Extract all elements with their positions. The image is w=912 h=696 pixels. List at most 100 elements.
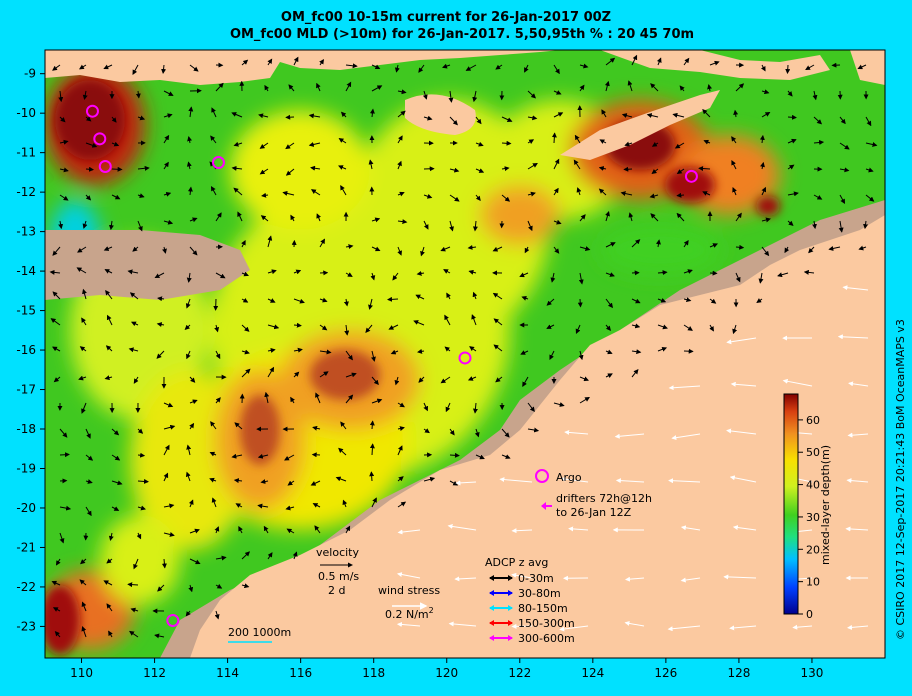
current-vector: [234, 422, 243, 430]
current-vector: [493, 318, 503, 326]
current-vector: [163, 161, 169, 170]
current-vector: [392, 272, 399, 281]
current-vector: [761, 246, 770, 257]
current-vector: [185, 471, 191, 482]
current-vector: [397, 402, 405, 408]
current-vector: [345, 394, 354, 404]
current-vector: [132, 246, 139, 252]
bathymetry-legend-label: 200 1000m: [228, 626, 291, 639]
current-vector: [397, 426, 405, 431]
wind-vector: [448, 621, 477, 627]
current-vector: [553, 64, 560, 75]
current-vector: [231, 112, 243, 118]
current-vector: [449, 116, 458, 126]
current-vector: [59, 139, 69, 145]
current-vectors: [49, 54, 878, 639]
current-vector: [76, 267, 87, 274]
wind-vector: [842, 285, 869, 291]
current-vector: [343, 298, 349, 307]
current-vector: [865, 116, 872, 127]
current-vector: [493, 344, 503, 352]
current-vector: [285, 168, 295, 176]
current-vector: [787, 138, 797, 144]
current-vector: [371, 246, 381, 252]
current-vector: [85, 194, 92, 201]
current-vector: [787, 220, 794, 226]
current-vector: [397, 501, 407, 508]
current-vector: [471, 314, 477, 326]
wind-vector: [847, 432, 869, 438]
current-vector: [129, 292, 139, 300]
current-vector: [260, 215, 269, 222]
current-vector: [676, 168, 685, 175]
current-vector: [527, 139, 535, 145]
current-vector: [858, 245, 867, 251]
current-vector: [293, 298, 305, 304]
current-vector: [865, 194, 875, 202]
current-vector: [651, 168, 659, 174]
current-vector: [442, 63, 451, 69]
current-vector: [577, 298, 583, 308]
current-vector: [315, 392, 321, 404]
current-vector: [527, 220, 533, 232]
current-vector: [444, 314, 451, 326]
lat-tick-label: -9: [24, 67, 36, 81]
current-vector: [188, 106, 194, 118]
current-vector: [657, 324, 668, 330]
current-vector: [136, 532, 142, 540]
current-vector: [80, 558, 87, 565]
current-vector: [397, 110, 406, 118]
current-vector: [340, 111, 347, 118]
current-vector: [733, 109, 739, 118]
current-vector: [371, 64, 381, 70]
current-vector: [162, 246, 167, 254]
current-vector: [397, 89, 407, 95]
current-vector: [683, 239, 689, 248]
current-vector: [156, 350, 165, 359]
current-vector: [310, 165, 321, 171]
current-vector: [365, 324, 373, 334]
current-vector: [475, 168, 485, 173]
current-vector: [241, 271, 249, 277]
current-vector: [186, 161, 192, 170]
wind-vector: [792, 624, 813, 630]
current-vector: [189, 376, 196, 383]
current-vector: [397, 476, 404, 482]
current-vector: [79, 579, 87, 586]
current-vector: [735, 212, 742, 222]
current-vector: [111, 454, 121, 461]
current-vector: [53, 376, 61, 383]
current-vector: [52, 64, 61, 71]
wind-vector: [848, 381, 869, 387]
current-vector: [631, 239, 641, 248]
current-vector: [130, 321, 139, 327]
current-vector: [371, 350, 376, 362]
current-vector: [812, 220, 817, 230]
current-vector: [59, 532, 65, 544]
current-vector: [137, 505, 146, 511]
current-vector: [282, 190, 295, 196]
current-vector: [310, 189, 321, 196]
current-vector: [475, 194, 481, 202]
current-vector: [81, 402, 87, 414]
current-vector: [135, 90, 141, 99]
current-vector: [709, 243, 718, 248]
current-vector: [631, 54, 638, 66]
current-vector: [553, 219, 562, 225]
current-vector: [683, 324, 693, 331]
current-vector: [127, 582, 139, 588]
current-vector: [215, 397, 221, 404]
current-vector: [784, 246, 790, 254]
wind-vector: [668, 478, 701, 484]
current-vector: [316, 82, 321, 92]
adcp-legend-label: 150-300m: [518, 617, 575, 630]
current-vector: [527, 427, 540, 433]
current-vector: [308, 142, 321, 147]
current-vector: [241, 324, 250, 332]
credit-text: © CSIRO 2017 12-Sep-2017 20:21:43 BoM Oc…: [894, 319, 907, 640]
current-vector: [82, 90, 88, 101]
wind-vector: [559, 625, 589, 632]
argo-float-marker: [93, 132, 107, 146]
current-vector: [495, 376, 503, 383]
current-vector: [338, 165, 347, 170]
